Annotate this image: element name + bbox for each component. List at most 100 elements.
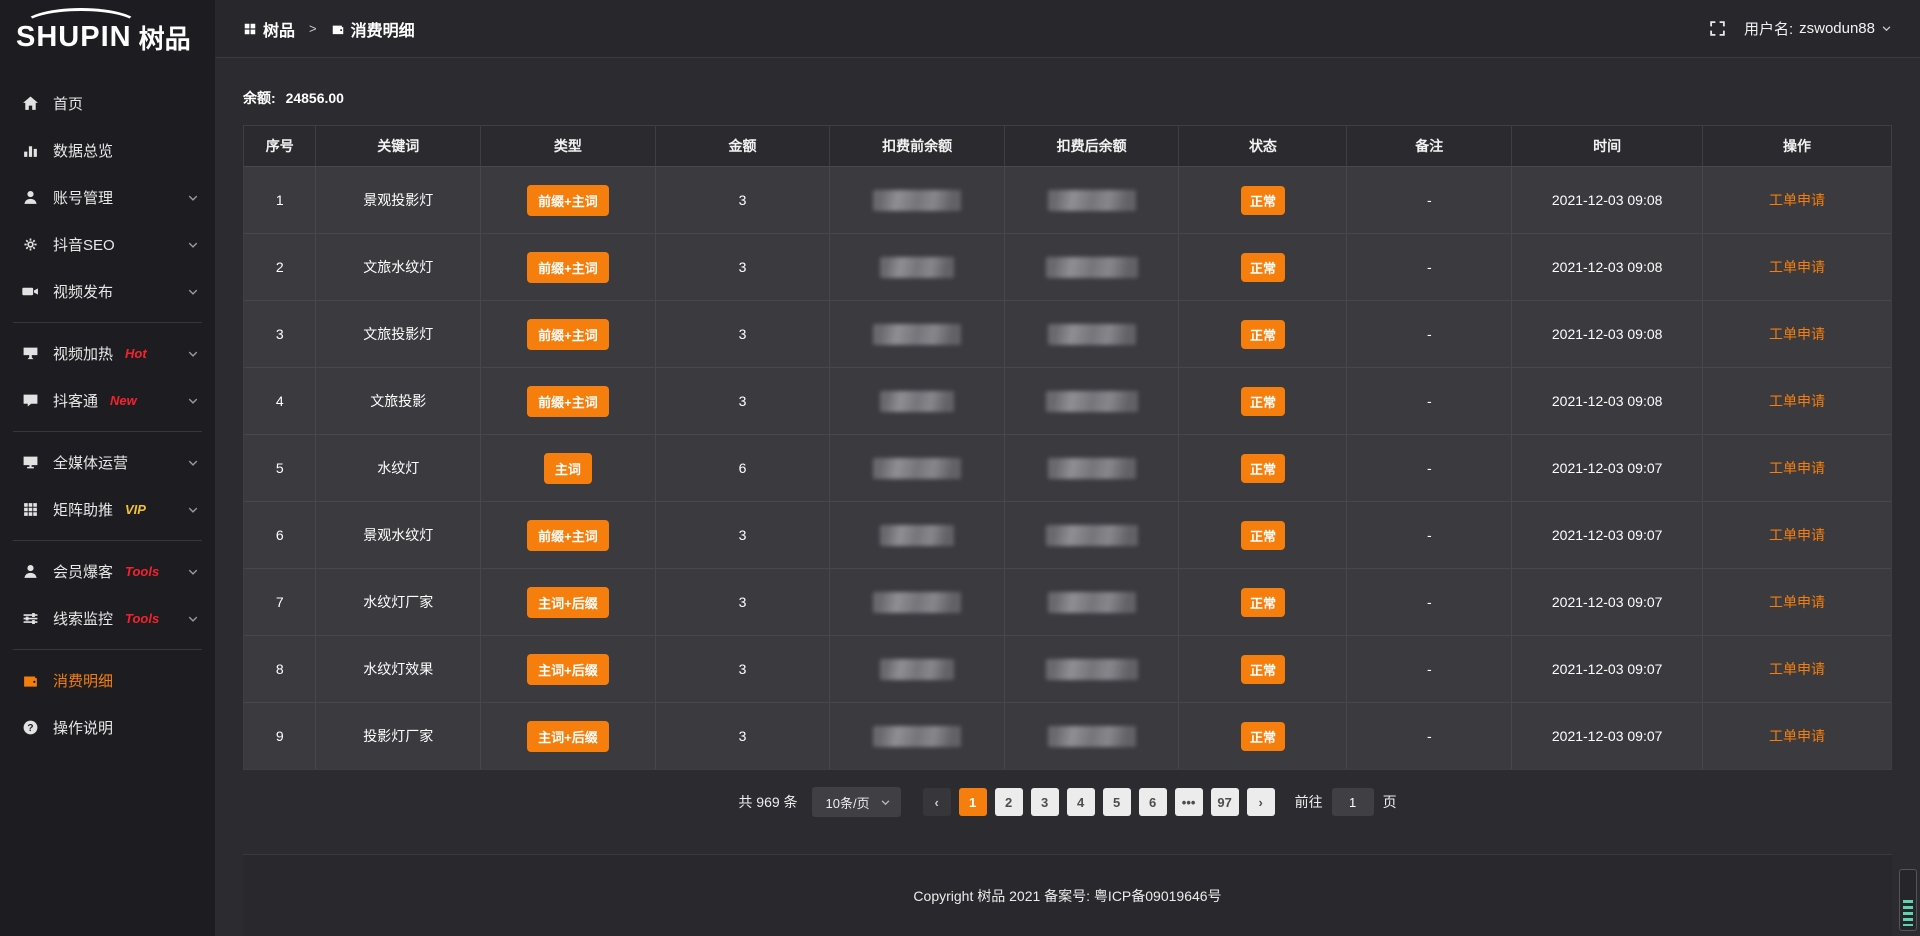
page-size-select[interactable]: 10条/页 bbox=[811, 787, 901, 817]
column-header: 备注 bbox=[1347, 126, 1513, 166]
sidebar-item[interactable]: 视频发布 bbox=[0, 268, 215, 315]
content-area: 余额: 24856.00 序号 关键词 类型 金额 扣费前余额 扣费后余额 状态 备注 时间 操作… bbox=[215, 58, 1920, 936]
sidebar-item-tag: Hot bbox=[125, 346, 147, 361]
sidebar-item-tag: VIP bbox=[125, 502, 146, 517]
cell-index: 9 bbox=[244, 703, 317, 769]
sidebar-item[interactable]: 账号管理 bbox=[0, 174, 215, 221]
cell-type: 前缀+主词 bbox=[481, 234, 656, 300]
topbar-right: 用户名: zswodun88 bbox=[1709, 18, 1892, 39]
brand-logo-cn: 树品 bbox=[138, 23, 191, 54]
page-button[interactable]: 4 bbox=[1066, 788, 1095, 816]
cell-type: 前缀+主词 bbox=[481, 301, 656, 367]
page-button[interactable]: 5 bbox=[1102, 788, 1131, 816]
sidebar-item[interactable]: ? 操作说明 bbox=[0, 704, 215, 751]
table-row: 2 文旅水纹灯 前缀+主词 3 正常 -2021-12-03 09:08 工单申请 bbox=[244, 233, 1891, 300]
work-order-link[interactable]: 工单申请 bbox=[1769, 192, 1826, 208]
work-order-link[interactable]: 工单申请 bbox=[1769, 460, 1826, 476]
page-button[interactable]: 97 bbox=[1210, 788, 1239, 816]
fullscreen-icon[interactable] bbox=[1709, 20, 1726, 37]
user-menu[interactable]: 用户名: zswodun88 bbox=[1744, 18, 1892, 39]
sidebar-item-label: 抖客通 bbox=[53, 393, 99, 410]
work-order-link[interactable]: 工单申请 bbox=[1769, 527, 1826, 543]
sidebar-item[interactable]: 数据总览 bbox=[0, 127, 215, 174]
main-column: 树品 > 消费明细 用户名: zswodun88 余额: 24856.00 序号… bbox=[215, 0, 1920, 936]
sidebar-item[interactable]: 线索监控 Tools bbox=[0, 595, 215, 642]
sidebar-divider bbox=[13, 649, 202, 650]
cell-balance-after bbox=[1005, 167, 1180, 233]
chevron-down-icon bbox=[187, 566, 199, 578]
chevron-down-icon bbox=[187, 457, 199, 469]
next-page-button[interactable]: › bbox=[1246, 788, 1275, 816]
more-pages-button[interactable]: ••• bbox=[1174, 788, 1203, 816]
goto-label: 前往 bbox=[1294, 794, 1323, 810]
goto-page-input[interactable] bbox=[1331, 788, 1374, 816]
cell-balance-before bbox=[830, 569, 1005, 635]
cell-time: 2021-12-03 09:08 bbox=[1512, 167, 1704, 233]
balance-summary: 余额: 24856.00 bbox=[243, 88, 1892, 108]
floating-widget[interactable] bbox=[1899, 869, 1917, 931]
cell-balance-after bbox=[1005, 234, 1180, 300]
wallet-icon bbox=[331, 22, 345, 36]
work-order-link[interactable]: 工单申请 bbox=[1769, 728, 1826, 744]
sidebar-item[interactable]: 矩阵助推 VIP bbox=[0, 486, 215, 533]
masked-value bbox=[1045, 390, 1138, 412]
cell-index: 8 bbox=[244, 636, 317, 702]
column-header: 金额 bbox=[656, 126, 831, 166]
sidebar-item-tag: Tools bbox=[125, 564, 160, 579]
page-button[interactable]: 1 bbox=[958, 788, 987, 816]
question-icon: ? bbox=[20, 719, 40, 737]
cell-type: 前缀+主词 bbox=[481, 502, 656, 568]
type-badge: 主词 bbox=[543, 452, 592, 484]
status-badge: 正常 bbox=[1240, 587, 1285, 617]
masked-value bbox=[880, 524, 955, 546]
table-header-row: 序号 关键词 类型 金额 扣费前余额 扣费后余额 状态 备注 时间 操作 bbox=[244, 126, 1891, 166]
sidebar-item[interactable]: 视频加热 Hot bbox=[0, 330, 215, 377]
brand-logo-text: SHUPIN bbox=[16, 7, 140, 53]
sidebar-item[interactable]: 抖音SEO bbox=[0, 221, 215, 268]
page-button[interactable]: 2 bbox=[994, 788, 1023, 816]
cell-action: 工单申请 bbox=[1703, 368, 1891, 434]
sidebar-item[interactable]: 消费明细 bbox=[0, 657, 215, 704]
work-order-link[interactable]: 工单申请 bbox=[1769, 661, 1826, 677]
work-order-link[interactable]: 工单申请 bbox=[1769, 259, 1826, 275]
cell-remark: - bbox=[1347, 167, 1513, 233]
cell-balance-after bbox=[1005, 368, 1180, 434]
cell-index: 5 bbox=[244, 435, 317, 501]
work-order-link[interactable]: 工单申请 bbox=[1769, 326, 1826, 342]
page-button-list: 1 2 3 4 5 6 ••• 97 bbox=[955, 788, 1243, 816]
goto-page: 前往 页 bbox=[1295, 788, 1397, 816]
cell-remark: - bbox=[1347, 234, 1513, 300]
sidebar-item-label: 线索监控 bbox=[53, 611, 114, 628]
chevron-down-icon bbox=[881, 799, 889, 805]
page-button[interactable]: 3 bbox=[1030, 788, 1059, 816]
work-order-link[interactable]: 工单申请 bbox=[1769, 594, 1826, 610]
type-badge: 主词+后缀 bbox=[527, 653, 609, 685]
page-button[interactable]: 6 bbox=[1138, 788, 1167, 816]
sidebar-item[interactable]: 会员爆客 Tools bbox=[0, 548, 215, 595]
screen-icon bbox=[20, 345, 40, 363]
cell-action: 工单申请 bbox=[1703, 569, 1891, 635]
cell-time: 2021-12-03 09:08 bbox=[1512, 301, 1704, 367]
breadcrumb-item-home[interactable]: 树品 bbox=[263, 22, 296, 40]
cell-time: 2021-12-03 09:07 bbox=[1512, 569, 1704, 635]
sidebar-item[interactable]: 全媒体运营 bbox=[0, 439, 215, 486]
cell-keyword: 文旅投影 bbox=[316, 368, 482, 434]
cell-amount: 3 bbox=[656, 636, 831, 702]
page-size-value: 10条/页 bbox=[825, 795, 870, 811]
column-header: 扣费后余额 bbox=[1005, 126, 1180, 166]
column-header: 类型 bbox=[481, 126, 656, 166]
work-order-link[interactable]: 工单申请 bbox=[1769, 393, 1826, 409]
sidebar-item[interactable]: 抖客通 New bbox=[0, 377, 215, 424]
cell-status: 正常 bbox=[1179, 435, 1348, 501]
username-value: zswodun88 bbox=[1799, 20, 1875, 37]
cell-amount: 3 bbox=[656, 301, 831, 367]
cell-keyword: 文旅水纹灯 bbox=[316, 234, 482, 300]
sidebar-item[interactable]: 首页 bbox=[0, 80, 215, 127]
cell-time: 2021-12-03 09:07 bbox=[1512, 435, 1704, 501]
chevron-down-icon bbox=[187, 286, 199, 298]
bar-chart-icon bbox=[20, 142, 40, 160]
wallet-icon bbox=[20, 672, 40, 690]
cell-keyword: 景观投影灯 bbox=[316, 167, 482, 233]
prev-page-button[interactable]: ‹ bbox=[922, 788, 951, 816]
status-badge: 正常 bbox=[1240, 654, 1285, 684]
